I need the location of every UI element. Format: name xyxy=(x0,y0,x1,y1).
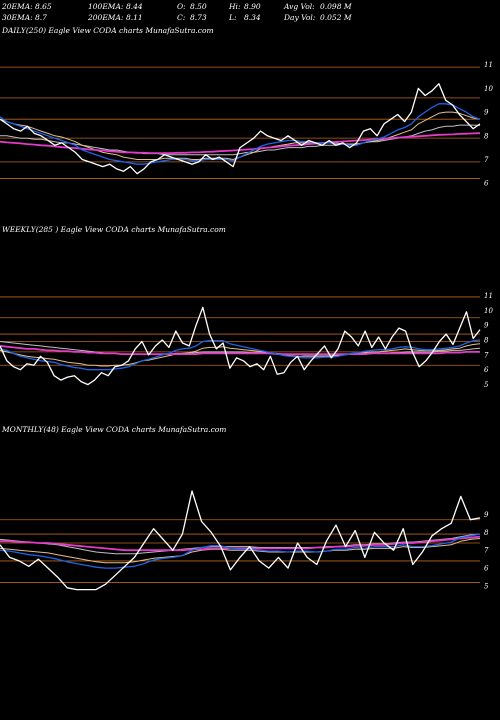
weekly-y-tick-label: 10 xyxy=(484,307,493,315)
monthly-y-tick-label: 6 xyxy=(484,565,489,573)
low-label: L: xyxy=(229,13,237,22)
weekly-y-tick-label: 6 xyxy=(484,366,489,374)
ema100-value: 8.44 xyxy=(126,2,143,11)
daily-chart: 11 10 9 8 7 6 xyxy=(0,61,493,188)
monthly-price-line xyxy=(0,490,481,591)
monthly-chart: 9 8 7 6 5 xyxy=(0,490,489,591)
weekly-chart: 11 10 9 8 7 6 5 xyxy=(0,292,493,389)
ema30-label: 30EMA: xyxy=(2,13,33,22)
daily-y-tick-label: 11 xyxy=(484,61,493,69)
day-vol-label: Day Vol: xyxy=(284,13,316,22)
high-label: Hi: xyxy=(229,2,241,11)
monthly-ema100-line xyxy=(0,533,481,555)
low-value: 8.34 xyxy=(244,13,261,22)
high-value: 8.90 xyxy=(244,2,261,11)
monthly-y-tick-label: 8 xyxy=(484,529,489,537)
daily-y-tick-label: 8 xyxy=(484,132,489,140)
ema200-value: 8.11 xyxy=(126,13,143,22)
daily-y-tick-label: 7 xyxy=(484,156,489,164)
open-value: 8.50 xyxy=(190,2,207,11)
monthly-ema30-line xyxy=(0,538,481,564)
weekly-y-tick-label: 9 xyxy=(484,322,489,330)
weekly-y-tick-label: 7 xyxy=(484,351,489,359)
monthly-y-tick-label: 9 xyxy=(484,511,489,519)
avg-vol-label: Avg Vol: xyxy=(284,2,315,11)
avg-vol-value: 0.098 M xyxy=(320,2,352,11)
weekly-y-tick-label: 5 xyxy=(484,381,489,389)
ema30-value: 8.7 xyxy=(35,13,47,22)
daily-y-tick-label: 10 xyxy=(484,85,493,93)
weekly-y-tick-label: 8 xyxy=(484,337,489,345)
weekly-y-tick-label: 11 xyxy=(484,292,493,300)
monthly-chart-title: MONTHLY(48) Eagle View CODA charts Munaf… xyxy=(2,425,227,434)
monthly-y-tick-label: 7 xyxy=(484,547,489,555)
weekly-ema30-line xyxy=(0,343,481,367)
monthly-y-tick-label: 5 xyxy=(484,583,489,591)
daily-y-tick-label: 9 xyxy=(484,109,489,117)
day-vol-value: 0.052 M xyxy=(320,13,352,22)
close-label: C: xyxy=(177,13,186,22)
daily-ema20-line xyxy=(0,103,481,165)
weekly-chart-title: WEEKLY(285 ) Eagle View CODA charts Muna… xyxy=(2,225,226,234)
ema20-label: 20EMA: xyxy=(2,2,33,11)
daily-y-tick-label: 6 xyxy=(484,180,489,188)
daily-price-line xyxy=(0,83,481,175)
weekly-price-line xyxy=(0,306,481,386)
weekly-ema100-line xyxy=(0,341,481,356)
ema20-value: 8.65 xyxy=(35,2,52,11)
ema200-label: 200EMA: xyxy=(88,13,124,22)
open-label: O: xyxy=(177,2,186,11)
ema100-label: 100EMA: xyxy=(88,2,124,11)
close-value: 8.73 xyxy=(190,13,207,22)
daily-chart-title: DAILY(250) Eagle View CODA charts Munafa… xyxy=(2,26,214,35)
weekly-ema20-line xyxy=(0,339,481,371)
weekly-ema200-line xyxy=(0,345,480,356)
monthly-ema200-line xyxy=(0,535,481,552)
indicator-header: 20EMA: 8.65 100EMA: 8.44 O: 8.50 Hi: 8.9… xyxy=(2,2,498,22)
monthly-ema20-line xyxy=(0,533,481,569)
